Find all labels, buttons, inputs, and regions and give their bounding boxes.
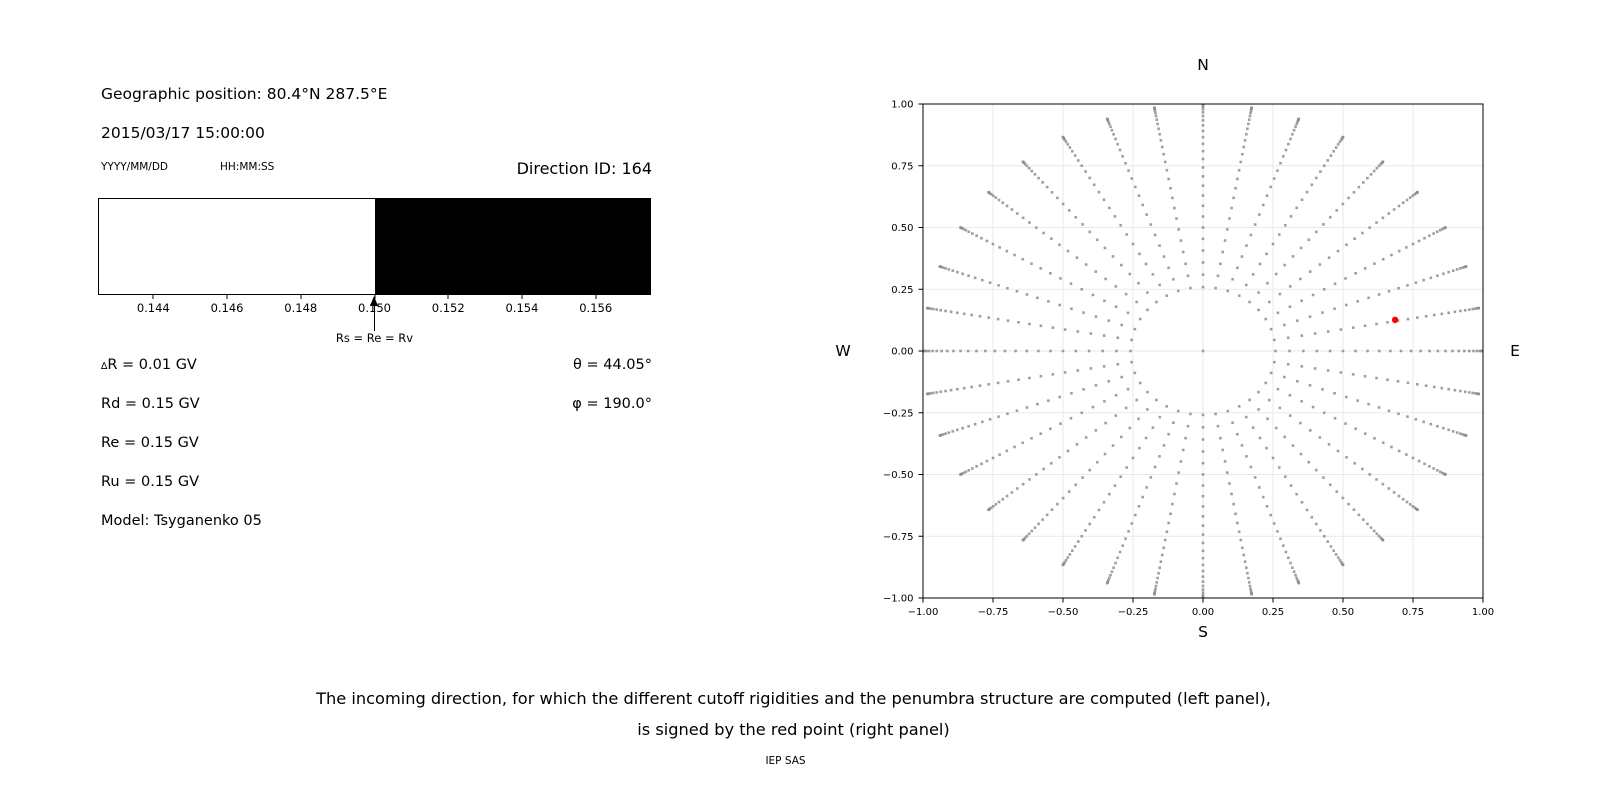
model-label: Model: Tsyganenko 05 <box>101 513 262 529</box>
date-format-label: YYYY/MM/DD <box>101 161 169 173</box>
penumbra-tick-label: 0.148 <box>284 301 318 315</box>
compass-label-north: N <box>1197 56 1209 74</box>
penumbra-tick-label: 0.154 <box>505 301 539 315</box>
compass-label-south: S <box>1198 623 1208 641</box>
penumbra-tick <box>447 295 449 299</box>
time-format-label: HH:MM:SS <box>220 161 275 173</box>
geographic-position-label: Geographic position: 80.4°N 287.5°E <box>101 85 388 103</box>
penumbra-tick <box>595 295 597 299</box>
x-tick-label: −1.00 <box>908 607 939 618</box>
x-tick-label: 1.00 <box>1472 607 1494 618</box>
re-value: Re = 0.15 GV <box>101 435 199 451</box>
y-tick-label: 0.25 <box>891 285 913 296</box>
x-tick-label: −0.50 <box>1048 607 1079 618</box>
penumbra-bar <box>98 198 651 295</box>
x-tick-label: −0.25 <box>1118 607 1149 618</box>
rd-value: Rd = 0.15 GV <box>101 396 200 412</box>
x-tick-label: 0.25 <box>1262 607 1284 618</box>
delta-symbol: ∆ <box>101 361 108 372</box>
y-tick-label: −0.75 <box>883 532 914 543</box>
penumbra-tick <box>226 295 228 299</box>
penumbra-tick-label: 0.144 <box>136 301 170 315</box>
caption-line-2: is signed by the red point (right panel) <box>637 720 950 739</box>
y-tick-label: 0.50 <box>891 223 913 234</box>
direction-scatter-plot: −1.00 −0.75 −0.50 −0.25 0.00 0.25 0.50 0.75 1.00… <box>883 100 1494 619</box>
datetime-label: 2015/03/17 15:00:00 <box>101 124 265 142</box>
phi-value: φ = 190.0° <box>572 396 652 412</box>
cutoff-arrow-label: Rs = Re = Rv <box>335 331 414 345</box>
direction-id-label: Direction ID: 164 <box>516 159 652 178</box>
cutoff-arrow <box>373 298 376 331</box>
x-tick-label: 0.50 <box>1332 607 1354 618</box>
y-tick-label: −0.50 <box>883 470 914 481</box>
caption-line-1: The incoming direction, for which the di… <box>316 689 1271 708</box>
red-direction-point <box>1391 316 1399 324</box>
compass-label-west: W <box>835 342 851 360</box>
y-tick-label: 1.00 <box>891 100 913 111</box>
delta-r-text: R = 0.01 GV <box>107 357 197 373</box>
delta-r-value: ∆R = 0.01 GV <box>101 357 197 373</box>
y-tick-label: 0.75 <box>891 161 913 172</box>
compass-label-east: E <box>1510 342 1520 360</box>
x-tick-label: 0.75 <box>1402 607 1424 618</box>
penumbra-tick <box>521 295 523 299</box>
penumbra-tick-label: 0.146 <box>210 301 244 315</box>
plot-border <box>922 103 1484 599</box>
y-tick-label: 0.00 <box>891 347 913 358</box>
penumbra-tick <box>152 295 154 299</box>
theta-value: θ = 44.05° <box>573 357 652 373</box>
x-tick-label: 0.00 <box>1192 607 1214 618</box>
ru-value: Ru = 0.15 GV <box>101 474 200 490</box>
credit-label: IEP SAS <box>765 755 806 767</box>
penumbra-tick-label: 0.156 <box>579 301 613 315</box>
x-tick-label: −0.75 <box>978 607 1009 618</box>
direction-grid-dots <box>923 104 1483 598</box>
penumbra-forbidden-region <box>374 199 650 294</box>
penumbra-tick-label: 0.152 <box>431 301 465 315</box>
y-tick-label: −1.00 <box>883 594 914 605</box>
penumbra-tick <box>300 295 302 299</box>
y-tick-label: −0.25 <box>883 408 914 419</box>
